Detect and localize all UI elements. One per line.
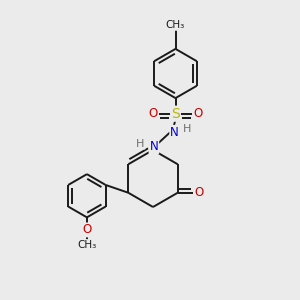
Text: N: N xyxy=(149,140,158,153)
Text: O: O xyxy=(82,224,92,236)
Text: CH₃: CH₃ xyxy=(77,240,97,250)
Text: O: O xyxy=(195,186,204,199)
Text: H: H xyxy=(182,124,191,134)
Text: O: O xyxy=(194,107,203,120)
Text: O: O xyxy=(148,107,157,120)
Text: H: H xyxy=(136,139,145,149)
Text: CH₃: CH₃ xyxy=(166,20,185,30)
Text: S: S xyxy=(171,107,180,121)
Text: N: N xyxy=(170,126,179,139)
